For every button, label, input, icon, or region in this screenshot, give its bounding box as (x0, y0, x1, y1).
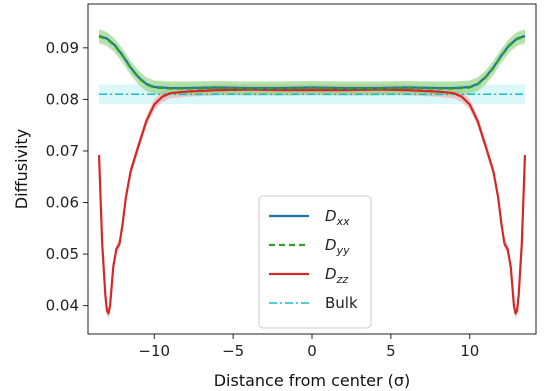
y-tick-label: 0.05 (46, 245, 79, 263)
band-dyy (99, 29, 525, 96)
legend-label-dzz: Dzz (325, 265, 348, 286)
x-tick-label: −5 (222, 342, 244, 360)
y-axis-label: Diffusivity (12, 129, 31, 209)
x-axis-ticks: −10 −5 0 5 10 (138, 334, 479, 360)
legend-label-dyy: Dyy (325, 236, 350, 257)
band-dxx (99, 29, 525, 95)
legend-box (258, 195, 372, 329)
series-line-dzz (97, 88, 527, 315)
x-tick-label: 5 (386, 342, 396, 360)
y-tick-label: 0.09 (46, 39, 79, 57)
legend: Dxx Dyy Dzz Bulk (258, 195, 372, 329)
x-axis-label: Distance from center (σ) (214, 371, 411, 390)
x-tick-label: 0 (307, 342, 317, 360)
legend-label-dxx: Dxx (325, 207, 350, 228)
y-tick-label: 0.04 (46, 297, 79, 315)
x-tick-label: 10 (460, 342, 479, 360)
series-line-dxx (98, 34, 526, 90)
y-axis-ticks: 0.04 0.05 0.06 0.07 0.08 0.09 (46, 39, 88, 315)
y-tick-label: 0.06 (46, 194, 79, 212)
y-tick-label: 0.07 (46, 142, 79, 160)
y-tick-label: 0.08 (46, 90, 79, 108)
series-lines (97, 34, 527, 315)
series-line-dyy (98, 35, 526, 90)
legend-label-bulk: Bulk (325, 294, 358, 312)
x-tick-label: −10 (138, 342, 170, 360)
